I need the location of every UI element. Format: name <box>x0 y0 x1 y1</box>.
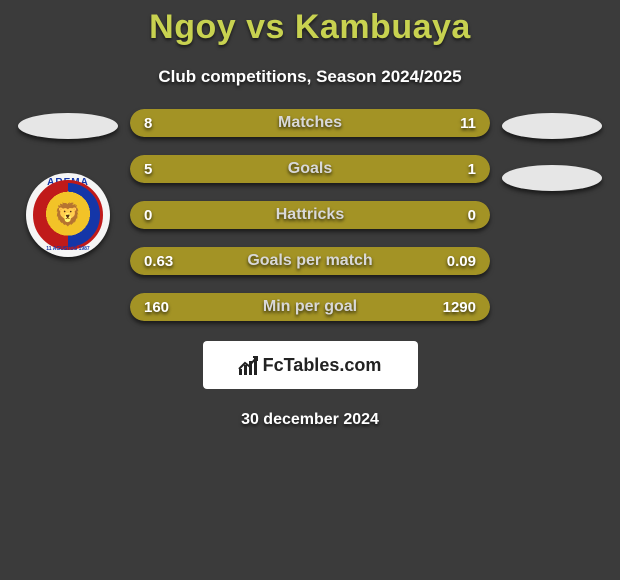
stat-bar: 1601290Min per goal <box>130 293 490 321</box>
left-column: AREMA 🦁 11 AGUSTUS 1987 <box>8 109 128 257</box>
stat-bar: 00Hattricks <box>130 201 490 229</box>
bar-fill-left <box>130 247 445 275</box>
bar-fill-left <box>130 293 170 321</box>
stat-bar: 811Matches <box>130 109 490 137</box>
club-badge-crest: 🦁 <box>33 180 103 250</box>
stat-bars: 811Matches 51Goals 00Hattricks 0.630.09Goal… <box>128 109 492 321</box>
club-badge-date: 11 AGUSTUS 1987 <box>26 246 110 252</box>
bar-fill-left <box>130 109 282 137</box>
bar-fill-right <box>282 109 490 137</box>
lion-icon: 🦁 <box>54 204 81 226</box>
stat-bar: 0.630.09Goals per match <box>130 247 490 275</box>
bar-fill-right <box>170 293 490 321</box>
stat-bar: 51Goals <box>130 155 490 183</box>
player-oval-left <box>18 113 118 139</box>
fctables-label: FcTables.com <box>263 355 382 376</box>
right-column <box>492 109 612 191</box>
date-text: 30 december 2024 <box>0 411 620 429</box>
bar-fill-left <box>130 155 430 183</box>
player-oval-right-2 <box>502 165 602 191</box>
page-title: Ngoy vs Kambuaya <box>0 0 620 47</box>
bar-fill-right <box>445 247 490 275</box>
bar-fill-left <box>130 201 310 229</box>
arrow-icon <box>237 353 261 373</box>
subtitle: Club competitions, Season 2024/2025 <box>0 67 620 87</box>
player-oval-right-1 <box>502 113 602 139</box>
club-badge-left: AREMA 🦁 11 AGUSTUS 1987 <box>26 173 110 257</box>
bar-fill-right <box>310 201 490 229</box>
comparison-content: AREMA 🦁 11 AGUSTUS 1987 811Matches 51Goal… <box>0 109 620 321</box>
fctables-logo: FcTables.com <box>203 341 418 389</box>
bar-fill-right <box>430 155 490 183</box>
